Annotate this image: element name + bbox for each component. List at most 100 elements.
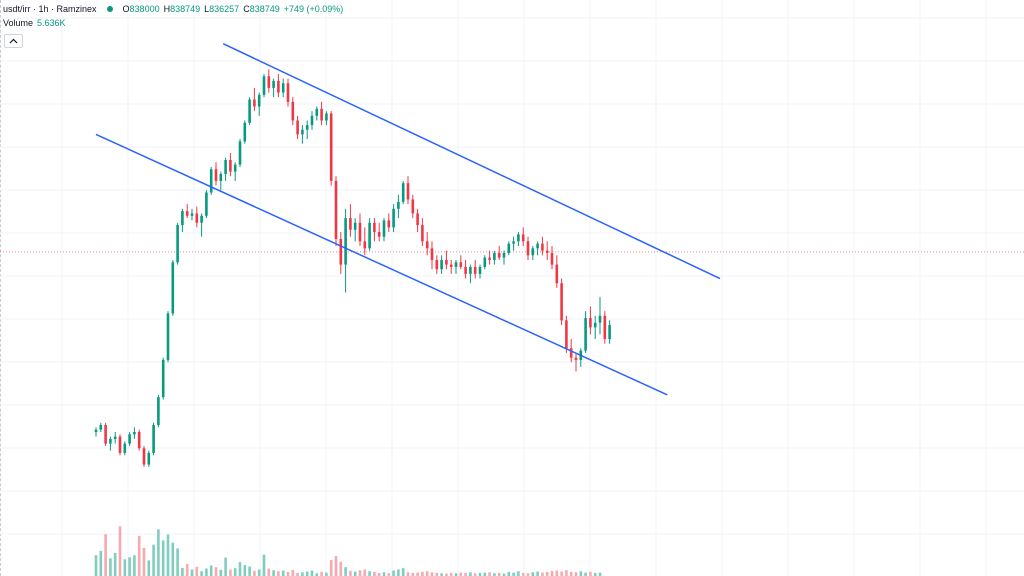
chart-legend: usdt/irr · 1h · Ramzinex O 838000 H 838749… bbox=[3, 2, 347, 30]
chevron-up-icon bbox=[9, 38, 18, 44]
candle-body bbox=[387, 220, 391, 228]
volume-bar bbox=[349, 570, 352, 576]
candle-body bbox=[349, 218, 352, 230]
candle bbox=[603, 311, 607, 344]
volume-bar bbox=[574, 572, 578, 576]
volume-bar bbox=[205, 568, 208, 576]
candle-body bbox=[281, 83, 285, 93]
volume-bar bbox=[262, 554, 266, 576]
volume-bar bbox=[286, 571, 290, 576]
candle-body bbox=[176, 225, 179, 263]
candle-body bbox=[565, 320, 568, 349]
candle-body bbox=[137, 432, 141, 449]
volume-bar bbox=[214, 567, 218, 576]
candle-body bbox=[301, 129, 304, 135]
candle-body bbox=[344, 218, 347, 265]
volume-bar bbox=[281, 570, 285, 576]
candle bbox=[334, 176, 338, 246]
trendline-drawings[interactable] bbox=[95, 43, 721, 396]
candle-body bbox=[224, 159, 227, 174]
volume-bar bbox=[128, 557, 131, 576]
candlesticks bbox=[94, 69, 611, 467]
candle bbox=[305, 120, 309, 140]
candle bbox=[584, 311, 587, 353]
volume-bar bbox=[473, 573, 477, 576]
candle-body bbox=[329, 113, 333, 181]
candle-body bbox=[440, 259, 443, 270]
candle bbox=[94, 427, 98, 437]
candle bbox=[109, 436, 112, 451]
candle-body bbox=[536, 243, 539, 249]
candle bbox=[325, 111, 328, 126]
volume-bar bbox=[440, 573, 443, 576]
candle bbox=[296, 115, 299, 140]
candle-body bbox=[459, 262, 463, 267]
candle-body bbox=[190, 213, 194, 216]
candle-body bbox=[411, 199, 415, 214]
candle bbox=[185, 204, 189, 219]
candle bbox=[200, 213, 203, 237]
volume-bar bbox=[430, 572, 434, 576]
candle-body bbox=[320, 108, 323, 121]
volume-bar bbox=[425, 571, 429, 576]
volume-label[interactable]: Volume bbox=[3, 17, 34, 28]
candle bbox=[113, 432, 117, 444]
volume-bar bbox=[339, 561, 343, 576]
volume-bar bbox=[593, 572, 597, 576]
candle-body bbox=[214, 169, 218, 181]
volume-bar bbox=[200, 571, 203, 576]
volume-bar bbox=[598, 572, 602, 576]
volume-bar bbox=[171, 542, 175, 576]
volume-bar bbox=[224, 557, 227, 576]
candle bbox=[363, 227, 367, 256]
candle-body bbox=[147, 452, 151, 465]
candle bbox=[507, 241, 511, 256]
candle-body bbox=[502, 252, 506, 258]
candle-body bbox=[416, 213, 419, 226]
volume-bar bbox=[344, 567, 347, 576]
candle bbox=[550, 246, 554, 270]
candle-body bbox=[598, 315, 602, 323]
volume-bar bbox=[454, 573, 458, 576]
candle bbox=[440, 255, 443, 274]
volume-bar bbox=[555, 570, 559, 576]
volume-bar bbox=[464, 572, 467, 576]
volume-bar bbox=[353, 571, 357, 576]
candle-body bbox=[569, 348, 573, 358]
candle bbox=[411, 194, 415, 219]
candle-body bbox=[483, 257, 487, 267]
candle-body bbox=[555, 264, 559, 284]
volume-bar bbox=[358, 570, 362, 576]
candle-body bbox=[109, 438, 112, 444]
volume-bar bbox=[267, 568, 271, 576]
candle-body bbox=[219, 173, 223, 181]
volume-bar bbox=[483, 572, 487, 576]
candle bbox=[497, 246, 501, 260]
volume-bar bbox=[152, 544, 155, 576]
candle-body bbox=[574, 357, 578, 360]
candle bbox=[229, 153, 232, 177]
volume-value: 5.636K bbox=[37, 17, 66, 28]
volume-bar bbox=[291, 569, 295, 576]
volume-bar bbox=[406, 572, 410, 576]
candle-body bbox=[229, 159, 232, 172]
volume-bar bbox=[99, 550, 103, 576]
candle bbox=[161, 357, 165, 400]
volume-bar bbox=[526, 573, 530, 576]
volume-bar bbox=[550, 570, 554, 576]
candle-body bbox=[589, 318, 592, 328]
trendline-upper bbox=[222, 43, 721, 280]
candle-body bbox=[200, 215, 203, 223]
symbol-label[interactable]: usdt/irr · 1h · Ramzinex bbox=[3, 3, 97, 14]
low-label: L bbox=[204, 3, 210, 14]
candle bbox=[483, 255, 487, 270]
collapse-legend-button[interactable] bbox=[4, 34, 23, 48]
candle bbox=[205, 190, 208, 219]
candle-body bbox=[123, 443, 127, 453]
change-value: +749 (+0.09%) bbox=[283, 3, 344, 14]
volume-bar bbox=[502, 573, 506, 576]
candle-body bbox=[142, 448, 146, 465]
volume-bar bbox=[123, 559, 127, 576]
